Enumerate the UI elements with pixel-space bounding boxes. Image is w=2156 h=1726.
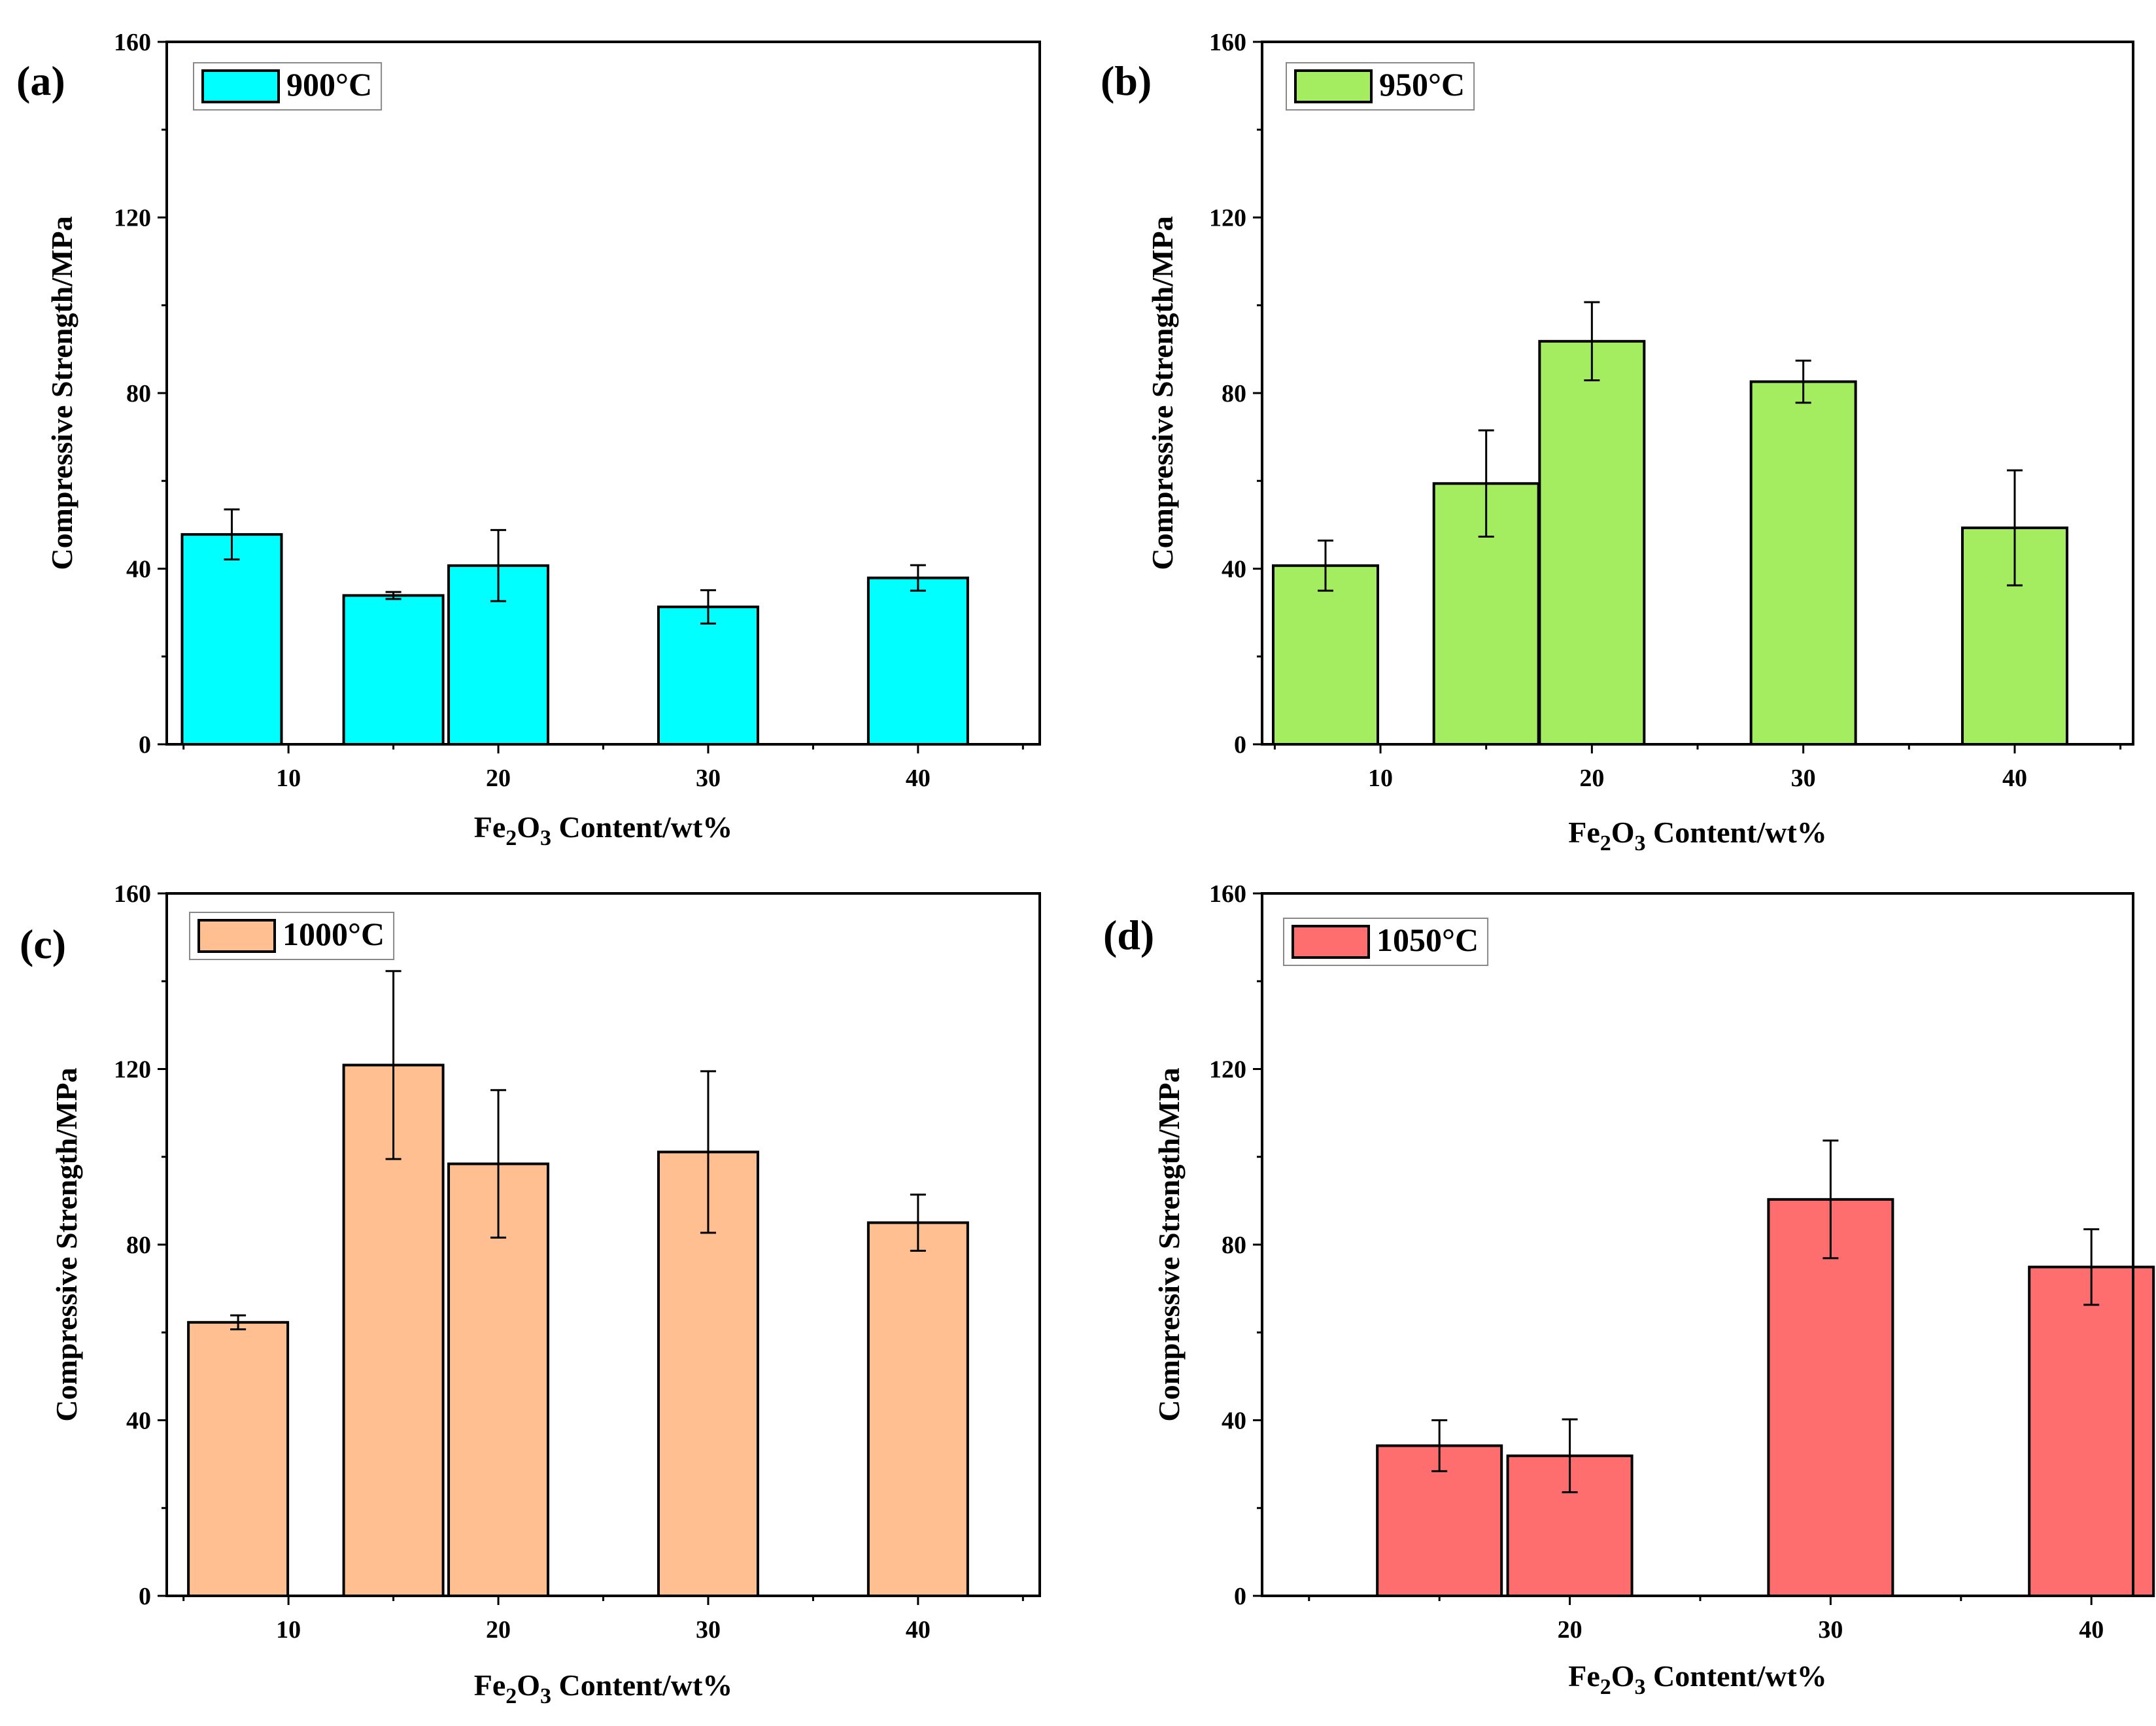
legend-label: 1000°C	[282, 916, 385, 952]
legend-label: 900°C	[286, 66, 372, 103]
error-bar	[700, 589, 716, 625]
y-axis-label: Compressive Strength/MPa	[50, 1067, 83, 1421]
bar	[1749, 380, 1857, 746]
y-tick-label: 80	[126, 380, 151, 407]
y-tick-label: 120	[1209, 205, 1246, 232]
y-tick-label: 40	[1222, 1407, 1246, 1435]
x-tick-label: 40	[2079, 1616, 2104, 1644]
x-tick-label: 30	[696, 1616, 721, 1644]
panel-letter: (d)	[1103, 912, 1154, 958]
x-tick-label: 30	[696, 765, 721, 792]
bar	[657, 605, 759, 746]
x-tick-label: 20	[1579, 765, 1604, 792]
error-bar	[1584, 301, 1600, 382]
y-tick-label: 40	[126, 1407, 151, 1435]
x-tick-label: 40	[906, 1616, 931, 1644]
y-axis-label: Compressive Strength/MPa	[45, 216, 78, 570]
bar	[2028, 1266, 2155, 1597]
panel-letter: (c)	[20, 921, 66, 967]
bar	[1506, 1454, 1634, 1598]
legend-label: 950°C	[1379, 66, 1465, 103]
error-bar	[224, 508, 240, 561]
x-axis-label: Fe2O3 Content/wt%	[474, 810, 733, 850]
x-axis-label: Fe2O3 Content/wt%	[1568, 816, 1827, 855]
x-tick-label: 20	[486, 1616, 511, 1644]
bar	[1271, 564, 1379, 746]
x-tick-label: 40	[2002, 765, 2027, 792]
chart-panel-2: 0 40 80 120 160 10 20 30 40 Fe2O3 Content/wt% Comp…	[1101, 29, 2134, 855]
error-bar	[490, 1089, 507, 1239]
error-bar	[910, 1193, 926, 1252]
legend-swatch	[201, 69, 280, 103]
error-bar	[1431, 1419, 1448, 1472]
y-tick-label: 0	[1234, 1583, 1246, 1610]
error-bar	[1562, 1418, 1578, 1494]
error-bar	[490, 528, 507, 602]
x-axis-label: Fe2O3 Content/wt%	[1568, 1659, 1827, 1699]
legend-swatch	[1294, 69, 1373, 103]
legend: 900°C	[193, 62, 383, 111]
bar	[342, 594, 445, 746]
legend: 1000°C	[189, 912, 395, 960]
x-tick-label: 20	[1558, 1616, 1583, 1644]
bar	[180, 533, 283, 746]
chart-panel-3: 0 40 80 120 160 10 20 30 40 Fe2O3 Content/wt% Comp…	[20, 880, 1041, 1708]
legend-label: 1050°C	[1377, 922, 1479, 958]
chart-panel-1: 0 40 80 120 160 10 20 30 40 Fe2O3 Content/wt% Comp…	[16, 29, 1041, 850]
error-bar	[1317, 540, 1333, 592]
y-tick-label: 0	[139, 731, 151, 759]
y-tick-label: 80	[126, 1232, 151, 1259]
y-axis-label: Compressive Strength/MPa	[1152, 1067, 1186, 1421]
error-bar	[385, 970, 402, 1160]
x-tick-label: 10	[1368, 765, 1393, 792]
y-tick-label: 0	[1234, 731, 1246, 759]
legend: 950°C	[1286, 62, 1475, 111]
y-tick-label: 80	[1222, 1232, 1246, 1259]
y-tick-label: 160	[1209, 29, 1246, 56]
y-tick-label: 40	[1222, 556, 1246, 583]
error-bar	[1795, 359, 1811, 404]
y-tick-label: 120	[114, 1056, 151, 1084]
y-tick-label: 160	[114, 880, 151, 908]
y-tick-label: 120	[114, 205, 151, 232]
y-axis-label: Compressive Strength/MPa	[1146, 216, 1179, 570]
bar	[187, 1320, 290, 1598]
y-tick-label: 80	[1222, 380, 1246, 407]
error-bar	[2083, 1228, 2100, 1306]
x-axis-label: Fe2O3 Content/wt%	[474, 1668, 733, 1708]
bar	[1538, 339, 1646, 746]
x-tick-label: 30	[1791, 765, 1816, 792]
legend-swatch	[197, 919, 276, 953]
y-tick-label: 0	[139, 1583, 151, 1610]
x-tick-label: 10	[276, 765, 301, 792]
y-tick-label: 40	[126, 556, 151, 583]
panel-letter: (b)	[1101, 58, 1152, 104]
y-tick-label: 120	[1209, 1056, 1246, 1084]
bar	[1767, 1198, 1894, 1597]
panel-letter: (a)	[16, 58, 65, 104]
error-bar	[385, 591, 402, 600]
y-tick-label: 160	[114, 29, 151, 56]
bar	[866, 576, 969, 746]
y-tick-label: 160	[1209, 880, 1246, 908]
error-bar	[1478, 429, 1494, 538]
x-tick-label: 40	[906, 765, 931, 792]
x-tick-label: 10	[276, 1616, 301, 1644]
error-bar	[910, 564, 926, 592]
error-bar	[230, 1314, 247, 1331]
error-bar	[1822, 1139, 1839, 1260]
error-bar	[2006, 469, 2023, 587]
legend: 1050°C	[1283, 918, 1489, 966]
chart-panel-4: 0 40 80 120 160 20 30 40 Fe2O3 Content/wt% Compre…	[1103, 880, 2155, 1699]
x-tick-label: 20	[486, 765, 511, 792]
error-bar	[700, 1070, 716, 1234]
x-tick-label: 30	[1818, 1616, 1843, 1644]
legend-swatch	[1292, 925, 1370, 959]
bar	[866, 1221, 969, 1597]
